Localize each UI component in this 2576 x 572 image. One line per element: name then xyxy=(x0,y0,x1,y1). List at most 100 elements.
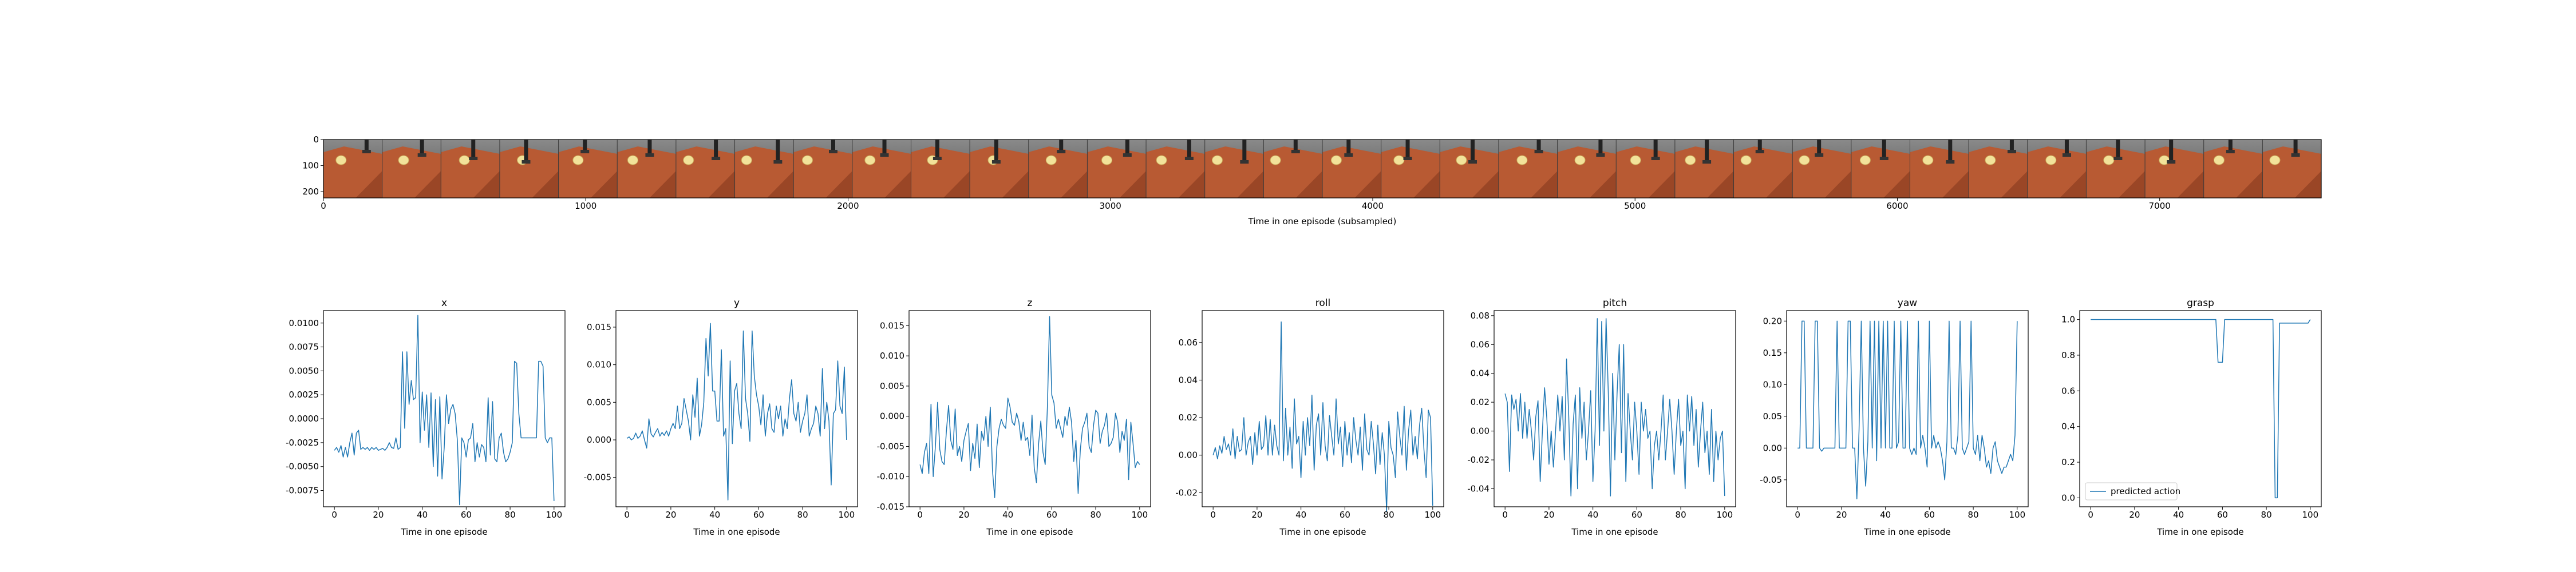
x-tick-label: 20 xyxy=(373,510,384,520)
frame-thumbnail xyxy=(2262,140,2321,198)
frame-thumbnail xyxy=(1615,140,1675,198)
plot-title: roll xyxy=(1315,297,1330,309)
x-axis-label: Time in one episode xyxy=(1863,527,1950,537)
legend: predicted action xyxy=(2085,482,2180,500)
x-tick-label: 0 xyxy=(2088,510,2093,520)
series-line xyxy=(919,316,1140,498)
x-tick-label: 100 xyxy=(1424,510,1441,520)
strip-x-tick-label: 3000 xyxy=(1100,201,1121,211)
x-tick-label: 40 xyxy=(709,510,720,520)
y-tick-label: -0.0075 xyxy=(286,486,319,496)
frame-thumbnail xyxy=(1381,140,1440,198)
x-tick-label: 100 xyxy=(838,510,855,520)
y-tick-label: 0.010 xyxy=(587,360,611,370)
x-tick-label: 80 xyxy=(797,510,808,520)
frame-thumbnail xyxy=(382,140,441,198)
x-tick-label: 100 xyxy=(546,510,562,520)
frame-thumbnail xyxy=(1086,140,1147,198)
y-tick-label: 0.005 xyxy=(880,381,904,391)
y-tick-label: -0.0050 xyxy=(286,462,319,472)
y-tick-label: 0.06 xyxy=(1179,337,1198,348)
x-axis-label: Time in one episode xyxy=(400,527,487,537)
frame-thumbnail xyxy=(793,140,852,198)
plot-roll: 0 20 40 60 80 100 -0.02 0.00 0.02 0.04 0.06 roll Tim… xyxy=(1175,297,1444,537)
frame-thumbnail xyxy=(2203,140,2263,198)
frame-thumbnail xyxy=(1204,140,1264,198)
x-tick-label: 0 xyxy=(917,510,923,520)
x-tick-label: 0 xyxy=(1795,510,1800,520)
x-axis-label: Time in one episode xyxy=(2156,527,2243,537)
x-tick-label: 20 xyxy=(958,510,969,520)
x-tick-label: 40 xyxy=(1002,510,1013,520)
x-tick-label: 60 xyxy=(753,510,764,520)
x-tick-label: 40 xyxy=(1880,510,1891,520)
x-tick-label: 80 xyxy=(1968,510,1979,520)
strip-x-tick-label: 7000 xyxy=(2149,201,2171,211)
frame-thumbnail xyxy=(2027,140,2087,198)
y-tick-label: 0.015 xyxy=(587,322,611,332)
plot-yaw: 0 20 40 60 80 100 -0.05 0.00 0.05 0.10 0.15 0.20 yaw… xyxy=(1760,297,2029,537)
y-tick-label: -0.02 xyxy=(1467,455,1490,465)
plot-frame xyxy=(1786,310,2029,507)
y-tick-label: 0.8 xyxy=(2061,350,2075,360)
strip-x-tick-label: 4000 xyxy=(1362,201,1384,211)
y-tick-label: 0.06 xyxy=(1471,339,1490,349)
y-tick-label: 0.20 xyxy=(1763,316,1782,326)
plot-title: z xyxy=(1028,297,1033,309)
y-tick-label: 0.15 xyxy=(1763,348,1782,358)
y-tick-label: -0.0025 xyxy=(286,438,319,448)
x-tick-label: 80 xyxy=(505,510,516,520)
series-line xyxy=(626,323,847,500)
plot-x: 0 20 40 60 80 100 -0.0075 -0.0050 -0.0025 0.0000 0… xyxy=(286,297,566,537)
y-tick-label: 0.00 xyxy=(1471,426,1490,436)
y-tick-label: -0.02 xyxy=(1175,487,1198,498)
x-tick-label: 0 xyxy=(624,510,630,520)
x-axis-label: Time in one episode xyxy=(693,527,780,537)
strip-x-label: Time in one episode (subsampled) xyxy=(1248,216,1397,227)
x-tick-label: 80 xyxy=(2261,510,2272,520)
frame-thumbnail xyxy=(1322,140,1381,198)
plot-z: 0 20 40 60 80 100 -0.015 -0.010 -0.005 0.000 0.005… xyxy=(877,297,1151,537)
y-tick-label: 1.0 xyxy=(2061,315,2075,325)
y-tick-label: 0.010 xyxy=(880,351,904,361)
frame-thumbnail xyxy=(1439,140,1499,198)
frame-thumbnail xyxy=(440,140,500,198)
x-tick-label: 100 xyxy=(1131,510,1148,520)
strip-frame xyxy=(323,139,2322,198)
plot-title: yaw xyxy=(1898,297,1917,309)
x-tick-label: 40 xyxy=(417,510,428,520)
plot-frame xyxy=(908,310,1151,507)
frame-thumbnail xyxy=(910,140,970,198)
y-tick-label: 0.04 xyxy=(1471,368,1490,379)
x-tick-label: 0 xyxy=(331,510,337,520)
plot-grasp: 0 20 40 60 80 100 0.0 0.2 0.4 0.6 0.8 1.0 grasp Time … xyxy=(2061,297,2322,537)
y-tick-label: 0.0100 xyxy=(289,318,319,328)
x-tick-label: 80 xyxy=(1384,510,1394,520)
legend-box xyxy=(2085,482,2178,500)
strip-x-tick-label: 5000 xyxy=(1624,201,1646,211)
frame-thumbnail xyxy=(558,140,618,198)
frame-thumbnail xyxy=(1263,140,1322,198)
x-tick-label: 100 xyxy=(2009,510,2025,520)
series-line xyxy=(1212,321,1433,512)
x-axis-label: Time in one episode xyxy=(1279,527,1366,537)
x-tick-label: 60 xyxy=(1924,510,1935,520)
y-tick-label: 0.0 xyxy=(2061,492,2075,503)
y-tick-label: 0.00 xyxy=(1179,450,1198,460)
frame-thumbnail xyxy=(617,140,676,198)
x-tick-label: 60 xyxy=(2217,510,2228,520)
plot-title: y xyxy=(734,297,740,309)
strip-y-tick-label: 200 xyxy=(302,186,319,197)
y-tick-label: 0.04 xyxy=(1179,375,1198,385)
y-tick-label: 0.0075 xyxy=(289,342,319,352)
y-tick-label: 0.2 xyxy=(2061,457,2075,467)
x-axis-label: Time in one episode xyxy=(986,527,1073,537)
plot-frame xyxy=(323,310,566,507)
y-tick-label: 0.0000 xyxy=(289,414,319,424)
frame-thumbnail xyxy=(675,140,735,198)
y-tick-label: 0.08 xyxy=(1471,311,1490,321)
x-tick-label: 0 xyxy=(1210,510,1216,520)
frame-thumbnail xyxy=(323,140,382,198)
plot-title: grasp xyxy=(2187,297,2214,309)
